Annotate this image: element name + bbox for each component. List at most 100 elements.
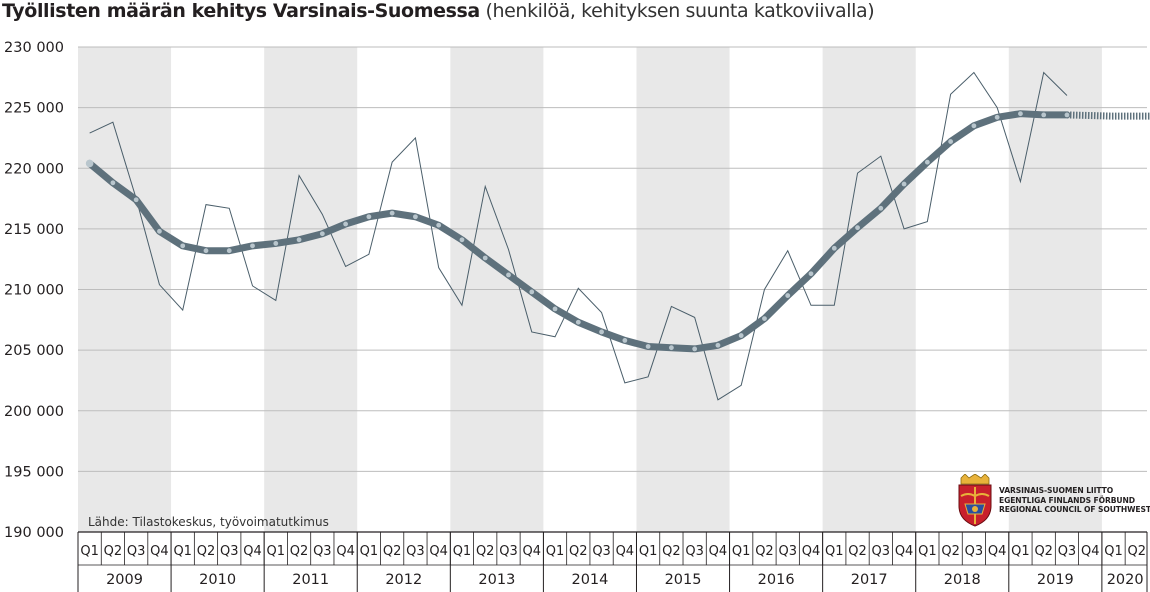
year-label: 2017 xyxy=(851,572,888,588)
quarter-label: Q1 xyxy=(173,544,192,559)
quarter-label: Q3 xyxy=(1058,544,1077,559)
y-tick-label: 205 000 xyxy=(4,343,64,359)
trend-point xyxy=(1064,112,1070,118)
quarter-label: Q1 xyxy=(80,544,99,559)
trend-point xyxy=(133,197,139,203)
trend-point xyxy=(715,342,721,348)
quarter-label: Q2 xyxy=(104,544,123,559)
year-label: 2013 xyxy=(478,572,515,588)
trend-point xyxy=(1041,112,1047,118)
quarter-label: Q1 xyxy=(1011,544,1030,559)
logo-line-2: EGENTLIGA FINLANDS FÖRBUND xyxy=(999,495,1135,505)
quarter-label: Q3 xyxy=(127,544,146,559)
year-label: 2011 xyxy=(292,572,329,588)
y-tick-label: 220 000 xyxy=(4,161,64,177)
trend-point xyxy=(436,222,442,228)
quarter-label: Q3 xyxy=(220,544,239,559)
trend-point xyxy=(296,237,302,243)
trend-point xyxy=(552,306,558,312)
trend-point xyxy=(901,181,907,187)
trend-point xyxy=(273,241,279,246)
year-label: 2020 xyxy=(1107,572,1144,588)
year-label: 2015 xyxy=(665,572,702,588)
coat-of-arms-icon xyxy=(958,474,992,527)
trend-point xyxy=(226,248,232,254)
y-tick-label: 190 000 xyxy=(4,525,64,541)
x-axis: Q1 Q2 Q3 Q4 2009 Q1 Q2 Q3 Q4 2010 Q1 Q2 Q3 Q4 2011 Q1 Q2… xyxy=(77,531,1148,592)
quarter-label: Q1 xyxy=(546,544,565,559)
trend-point xyxy=(110,180,116,186)
quarter-label: Q3 xyxy=(685,544,704,559)
logo-line-3: REGIONAL COUNCIL OF SOUTHWEST FINLAND xyxy=(999,505,1150,514)
trend-point xyxy=(692,346,698,352)
trend-point xyxy=(482,255,488,261)
quarter-label: Q4 xyxy=(150,544,169,559)
trend-point xyxy=(878,205,884,211)
quarter-label: Q4 xyxy=(802,544,821,559)
year-label: 2016 xyxy=(758,572,795,588)
trend-point xyxy=(924,159,930,165)
trend-point xyxy=(738,333,744,338)
year-label: 2012 xyxy=(385,572,422,588)
quarter-label: Q4 xyxy=(336,544,355,559)
quarter-label: Q2 xyxy=(383,544,402,559)
trend-point xyxy=(855,225,860,231)
year-label: 2018 xyxy=(944,572,981,588)
trend-point xyxy=(808,271,814,277)
year-label: 2009 xyxy=(106,572,143,588)
trend-point xyxy=(203,248,209,254)
year-label: 2014 xyxy=(571,572,608,588)
trend-projection-line xyxy=(1066,111,1150,120)
trend-point xyxy=(85,159,94,168)
trend-point xyxy=(180,243,186,249)
series-layer xyxy=(85,71,1150,401)
trend-point xyxy=(645,344,651,349)
quarter-label: Q2 xyxy=(1034,544,1053,559)
logo-text: VARSINAIS-SUOMEN LIITTO EGENTLIGA FINLAN… xyxy=(999,486,1150,515)
trend-point xyxy=(831,245,837,251)
trend-point xyxy=(668,345,674,351)
trend-point xyxy=(971,123,977,129)
quarter-label: Q1 xyxy=(918,544,937,559)
year-label: 2010 xyxy=(199,572,236,588)
trend-point xyxy=(622,338,628,343)
trend-point xyxy=(157,228,162,234)
trend-point xyxy=(994,114,1000,120)
quarter-label: Q3 xyxy=(872,544,891,559)
quarter-label: Q3 xyxy=(499,544,518,559)
quarter-label: Q2 xyxy=(662,544,681,559)
quarter-label: Q3 xyxy=(778,544,797,559)
quarter-label: Q4 xyxy=(709,544,728,559)
trend-point xyxy=(366,214,372,220)
quarter-label: Q1 xyxy=(453,544,472,559)
source-note: Lähde: Tilastokeskus, työvoimatutkimus xyxy=(88,515,329,529)
quarter-label: Q1 xyxy=(360,544,379,559)
logo: VARSINAIS-SUOMEN LIITTO EGENTLIGA FINLAN… xyxy=(955,474,1150,530)
quarter-label: Q1 xyxy=(267,544,286,559)
y-axis-labels: 190 000 195 000 200 000 205 000 210 000 215 0… xyxy=(4,40,64,541)
trend-point xyxy=(250,243,255,249)
title-main: Työllisten määrän kehitys Varsinais-Suom… xyxy=(2,0,480,22)
quarter-label: Q4 xyxy=(616,544,635,559)
quarter-label: Q4 xyxy=(523,544,542,559)
logo-line-1: VARSINAIS-SUOMEN LIITTO xyxy=(999,486,1114,495)
quarter-label: Q4 xyxy=(988,544,1007,559)
quarter-label: Q2 xyxy=(476,544,495,559)
quarter-label: Q4 xyxy=(895,544,914,559)
chart-title: Työllisten määrän kehitys Varsinais-Suom… xyxy=(2,0,875,22)
quarter-label: Q1 xyxy=(732,544,751,559)
trend-point xyxy=(506,272,511,278)
trend-point xyxy=(785,293,791,298)
quarter-label: Q4 xyxy=(429,544,448,559)
y-tick-label: 195 000 xyxy=(4,464,64,480)
quarter-label: Q4 xyxy=(1081,544,1100,559)
y-tick-label: 200 000 xyxy=(4,404,64,420)
y-tick-label: 230 000 xyxy=(4,40,64,56)
quarter-label: Q2 xyxy=(848,544,867,559)
quarter-label: Q2 xyxy=(569,544,588,559)
trend-point xyxy=(413,214,418,220)
y-tick-label: 210 000 xyxy=(4,283,64,299)
y-tick-label: 215 000 xyxy=(4,222,64,238)
trend-point xyxy=(1018,111,1023,117)
